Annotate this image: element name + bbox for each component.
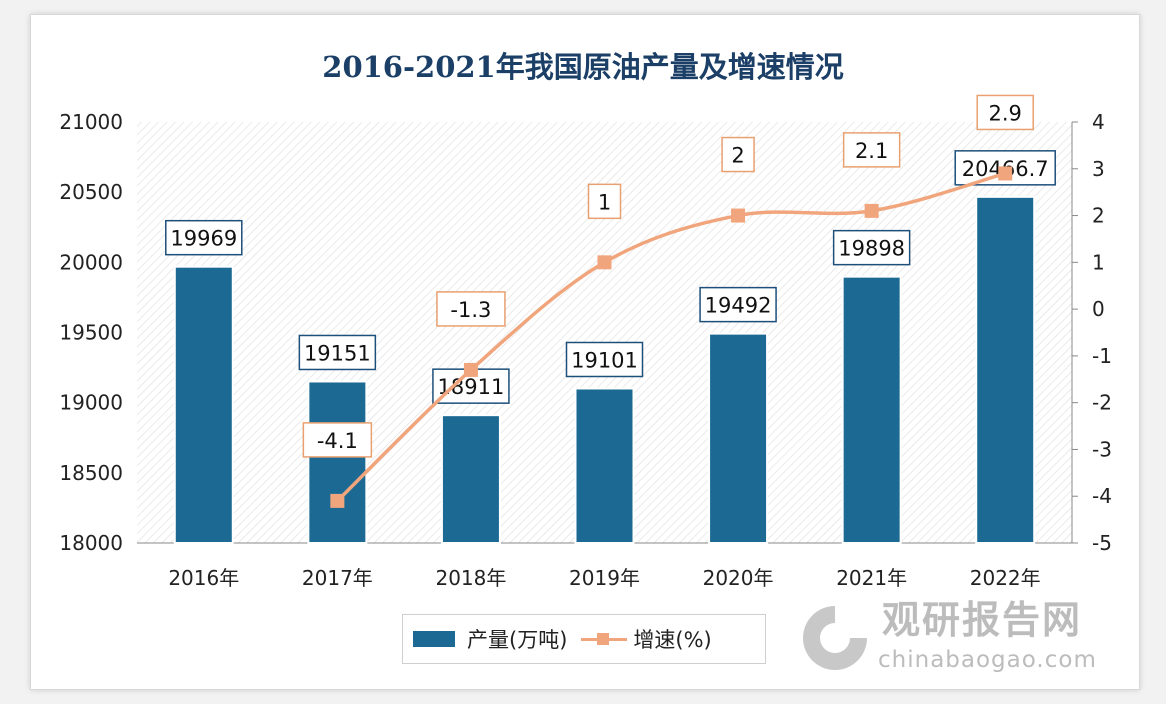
legend-bar-swatch <box>413 631 455 647</box>
right-tick-label: -2 <box>1092 391 1112 415</box>
line-data-label: -4.1 <box>317 429 358 453</box>
right-tick-label: -3 <box>1092 437 1112 461</box>
watermark-cn: 观研报告网 <box>882 598 1083 642</box>
right-tick-label: 2 <box>1092 204 1105 228</box>
bar-label-box <box>298 334 377 371</box>
x-tick-label: 2021年 <box>836 566 907 590</box>
chart-title: 2016-2021年我国原油产量及增速情况 <box>322 50 844 84</box>
line-label-box <box>721 136 755 173</box>
left-tick-label: 18000 <box>59 531 123 555</box>
bar <box>975 195 1036 545</box>
growth-marker <box>330 493 345 508</box>
x-tick-label: 2022年 <box>970 566 1041 590</box>
line-label-box <box>587 183 622 220</box>
x-tick-label: 2019年 <box>569 566 640 590</box>
bar <box>173 265 234 544</box>
left-tick-label: 20000 <box>59 250 123 274</box>
line-data-label: -1.3 <box>450 298 491 322</box>
legend-line-label: 增速(%) <box>633 628 712 652</box>
bar-label-box <box>165 219 243 256</box>
x-tick-label: 2018年 <box>435 566 506 590</box>
line-data-label: 1 <box>598 190 611 214</box>
bar-label-box <box>699 286 777 323</box>
right-tick-label: 3 <box>1092 157 1105 181</box>
left-tick-label: 18500 <box>59 461 123 485</box>
left-tick-label: 21000 <box>59 110 123 134</box>
watermark-logo-icon <box>803 606 867 670</box>
x-tick-label: 2017年 <box>302 566 373 590</box>
line-data-label: 2 <box>731 144 744 168</box>
line-label-box <box>436 291 506 327</box>
line-data-label: 2.9 <box>989 101 1022 125</box>
left-tick-label: 20500 <box>59 180 123 204</box>
right-tick-label: -4 <box>1092 484 1112 508</box>
bar <box>841 275 902 544</box>
bar-data-label: 19492 <box>705 294 772 318</box>
line-label-box <box>842 132 901 168</box>
watermark: 观研报告网 chinabaogao.com <box>790 598 1130 682</box>
bar-data-label: 19151 <box>304 341 371 365</box>
bar-data-label: 19898 <box>838 237 905 261</box>
right-tick-label: -1 <box>1092 344 1112 368</box>
growth-marker <box>731 208 746 223</box>
right-tick-label: 1 <box>1092 250 1105 274</box>
bar-data-label: 18911 <box>438 375 505 399</box>
watermark-en: chinabaogao.com <box>878 647 1097 673</box>
left-tick-label: 19000 <box>59 391 123 415</box>
bar <box>708 332 769 545</box>
bar <box>574 387 635 545</box>
growth-line <box>336 171 1006 503</box>
growth-marker <box>463 362 478 377</box>
legend-bar-label: 产量(万吨) <box>467 628 568 652</box>
bar <box>440 414 501 545</box>
bar-data-label: 19969 <box>170 227 237 251</box>
bar-label-box <box>832 229 911 266</box>
right-tick-label: 4 <box>1092 110 1105 134</box>
bar <box>307 380 368 544</box>
right-tick-label: 0 <box>1092 297 1105 321</box>
bar-data-label: 19101 <box>571 348 638 372</box>
legend: 产量(万吨) 增速(%) <box>402 614 766 664</box>
line-data-label: 2.1 <box>855 139 888 163</box>
growth-marker <box>998 166 1013 181</box>
left-tick-label: 19500 <box>59 321 123 345</box>
bar-label-box <box>565 341 644 378</box>
right-tick-label: -5 <box>1092 531 1112 555</box>
line-label-box <box>302 422 373 458</box>
x-tick-label: 2016年 <box>168 566 239 590</box>
x-tick-label: 2020年 <box>703 566 774 590</box>
legend-line-swatch <box>581 631 628 647</box>
line-label-box <box>976 94 1034 131</box>
growth-marker <box>864 203 879 218</box>
growth-marker <box>597 255 612 270</box>
